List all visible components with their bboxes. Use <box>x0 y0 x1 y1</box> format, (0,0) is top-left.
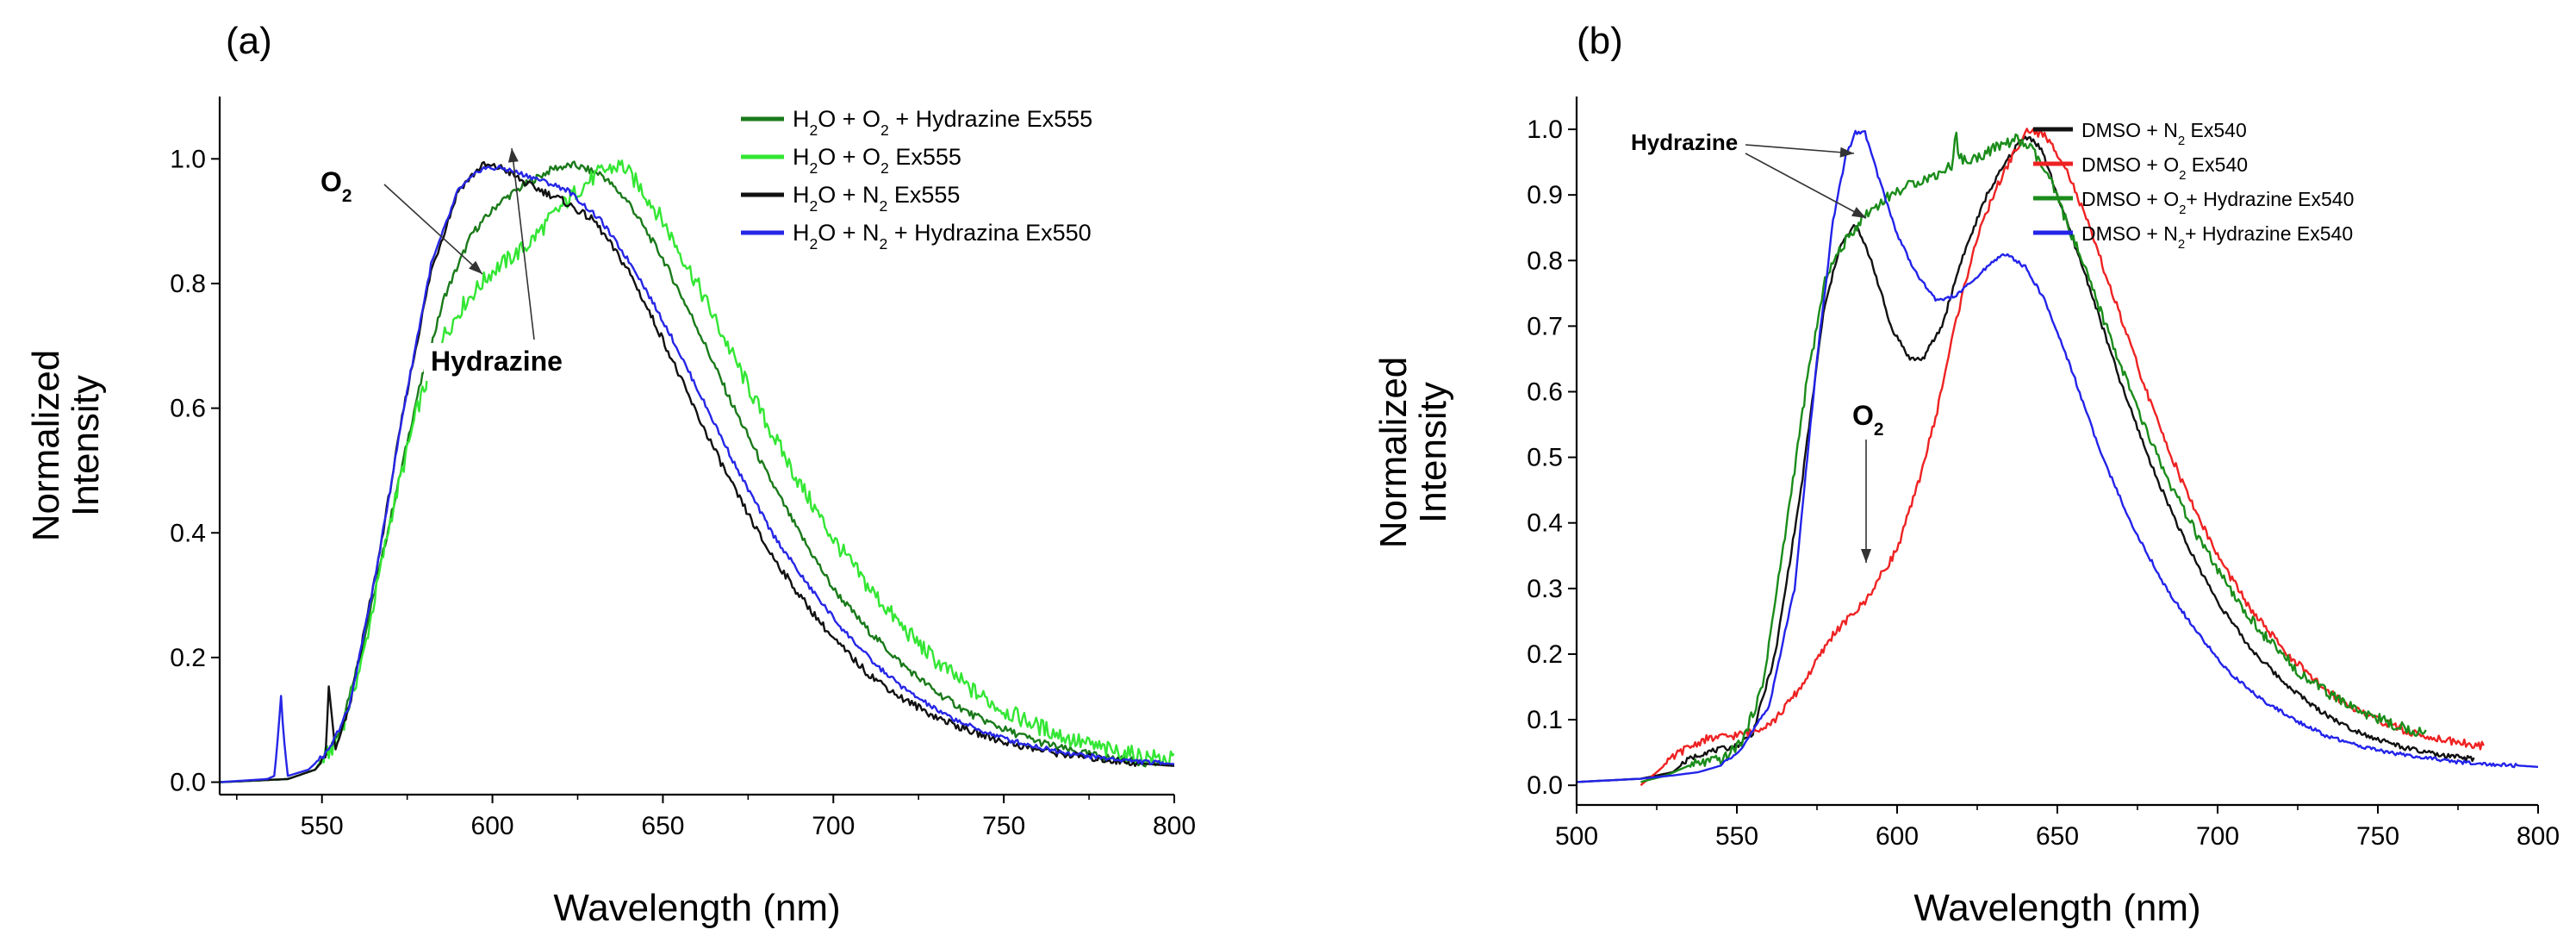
x-tick-label: 550 <box>301 812 344 840</box>
annotation-label: Hydrazine <box>431 346 563 377</box>
annotation-arrow <box>1745 153 1867 219</box>
annotation-arrow <box>383 184 483 275</box>
axes: 500 550 600 650 700 750 800 0.0 0.1 0.2 0.3 0.4 0.5 0… <box>1527 97 2560 851</box>
y-tick-label: 1.0 <box>1527 115 1563 144</box>
y-tick-label: 0.8 <box>1527 246 1563 275</box>
y-tick-label: 0.9 <box>1527 181 1563 209</box>
legend: H2O + O2 + Hydrazine Ex555 H2O + O2 Ex555… <box>741 106 1092 253</box>
y-tick-label: 1.0 <box>170 145 206 173</box>
x-tick-label: 700 <box>2196 822 2239 851</box>
annotation-label: Hydrazine <box>1631 129 1738 155</box>
annotation-background <box>424 343 579 381</box>
y-tick-label: 0.2 <box>170 644 206 672</box>
annotation-arrow <box>1745 144 1855 158</box>
y-tick-label: 0.4 <box>170 519 206 547</box>
series-line-3 <box>220 160 1174 783</box>
y-tick-label: 0.8 <box>170 270 206 298</box>
legend-label: H2O + O2 + Hydrazine Ex555 <box>793 106 1092 139</box>
panel-label: (b) <box>1577 20 1623 62</box>
legend-label: DMSO + N2 Ex540 <box>2081 119 2247 148</box>
legend-label: DMSO + O2 Ex540 <box>2081 153 2248 183</box>
x-tick-label: 750 <box>2356 822 2399 851</box>
y-tick-label: 0.0 <box>1527 771 1563 800</box>
series-line-3 <box>1640 131 2427 783</box>
x-axis-title: Wavelength (nm) <box>553 887 840 929</box>
y-axis-title: NormalizedIntensity <box>1372 357 1454 549</box>
y-axis-title: NormalizedIntensity <box>25 350 107 542</box>
x-tick-label: 750 <box>982 812 1025 840</box>
legend: DMSO + N2 Ex540 DMSO + O2 Ex540 DMSO + O2+… <box>2033 119 2354 252</box>
annotation-arrow <box>507 147 535 340</box>
axes: 550 600 650 700 750 800 0.0 0.2 0.4 0.6 0.8 1.0 <box>170 97 1196 840</box>
x-axis-title: Wavelength (nm) <box>1913 887 2200 929</box>
chart-panel-a: (a) 550 600 650 700 750 800 0.0 0.2 0.4 0.6 0.8 1.0 W… <box>25 20 1196 929</box>
annotation-arrow <box>1861 440 1871 563</box>
series-line-4 <box>220 165 1174 783</box>
y-tick-label: 0.5 <box>1527 444 1563 472</box>
y-tick-label: 0.2 <box>1527 640 1563 669</box>
legend-label: DMSO + O2+ Hydrazine Ex540 <box>2081 188 2354 217</box>
annotation-label: O2 <box>320 166 352 206</box>
annotation-label: O2 <box>1852 400 1883 440</box>
x-tick-label: 650 <box>641 812 684 840</box>
x-tick-label: 650 <box>2036 822 2079 851</box>
series-line-1 <box>220 160 1174 783</box>
x-tick-label: 800 <box>2517 822 2560 851</box>
y-tick-label: 0.6 <box>170 395 206 423</box>
y-tick-label: 0.7 <box>1527 312 1563 340</box>
y-tick-label: 0.4 <box>1527 509 1563 538</box>
y-tick-label: 0.3 <box>1527 575 1563 603</box>
series-line-2 <box>220 159 1174 783</box>
panel-label: (a) <box>226 20 272 62</box>
chart-panel-b: (b) 500 550 600 650 700 750 800 0.0 0.1 0.2 0.3 0.4 0… <box>1372 20 2560 929</box>
y-tick-label: 0.1 <box>1527 706 1563 734</box>
legend-label: H2O + N2 Ex555 <box>793 182 960 215</box>
x-tick-label: 550 <box>1715 822 1758 851</box>
x-tick-label: 600 <box>1876 822 1919 851</box>
x-tick-label: 600 <box>471 812 514 840</box>
x-tick-label: 500 <box>1555 822 1598 851</box>
y-tick-label: 0.6 <box>1527 378 1563 407</box>
y-tick-label: 0.0 <box>170 769 206 797</box>
series-line-4 <box>1577 129 2538 783</box>
legend-label: H2O + O2 Ex555 <box>793 144 961 177</box>
legend-label: H2O + N2 + Hydrazina Ex550 <box>793 220 1092 253</box>
legend-label: DMSO + N2+ Hydrazine Ex540 <box>2081 222 2353 252</box>
x-tick-label: 700 <box>812 812 855 840</box>
x-tick-label: 800 <box>1153 812 1196 840</box>
series-line-1 <box>1577 135 2475 783</box>
